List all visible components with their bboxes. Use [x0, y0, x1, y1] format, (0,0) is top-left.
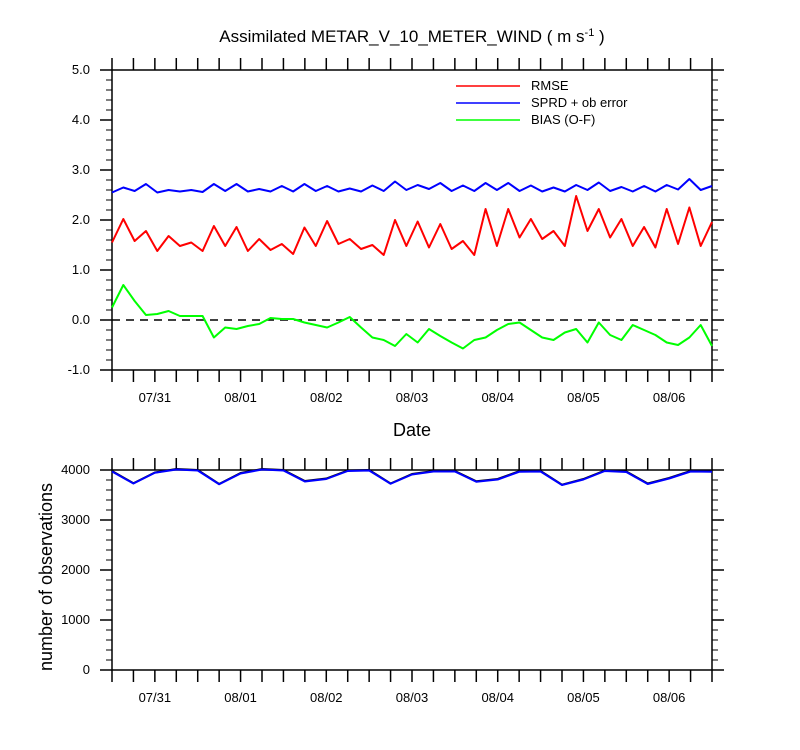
x-tick-label: 08/03 [396, 690, 429, 705]
y-tick-label: -1.0 [68, 362, 90, 377]
x-tick-label: 08/06 [653, 690, 686, 705]
y-tick-label: 3000 [61, 512, 90, 527]
x-tick-label: 07/31 [139, 390, 172, 405]
x-tick-label: 08/04 [481, 690, 514, 705]
top-chart: Assimilated METAR_V_10_METER_WIND ( m s-… [68, 27, 724, 440]
chart-title: Assimilated METAR_V_10_METER_WIND ( m s-… [219, 27, 604, 46]
x-tick-label: 08/02 [310, 690, 343, 705]
top-axes: 07/31 08/01 08/02 08/03 08/04 08/05 08/06 -1.0 0… [68, 58, 724, 405]
y-tick-label: 2000 [61, 562, 90, 577]
x-tick-label: 08/01 [224, 690, 257, 705]
legend-label-0: RMSE [531, 78, 569, 93]
series-rmse [111, 195, 713, 256]
x-tick-label: 08/03 [396, 390, 429, 405]
y-tick-label: 2.0 [72, 212, 90, 227]
bottom-chart: 07/31 08/01 08/02 08/03 08/04 08/05 08/06 0 1000… [36, 458, 724, 705]
bottom-series-group [111, 468, 713, 486]
x-tick-label: 07/31 [139, 690, 172, 705]
y-tick-label: 4.0 [72, 112, 90, 127]
x-tick-label: 08/01 [224, 390, 257, 405]
y-tick-label: 0 [83, 662, 90, 677]
bottom-axes: 07/31 08/01 08/02 08/03 08/04 08/05 08/06 0 1000… [61, 458, 724, 705]
series-bias-o-f [111, 284, 713, 350]
top-series-group [111, 178, 713, 350]
y-tick-label: 3.0 [72, 162, 90, 177]
y-tick-label: 1.0 [72, 262, 90, 277]
legend-label-1: SPRD + ob error [531, 95, 628, 110]
y-tick-label: 0.0 [72, 312, 90, 327]
x-tick-label: 08/05 [567, 390, 600, 405]
x-tick-label: 08/05 [567, 690, 600, 705]
y-tick-label: 1000 [61, 612, 90, 627]
top-legend: RMSE SPRD + ob error BIAS (O-F) [456, 78, 628, 127]
series-line-1 [111, 468, 713, 486]
x-tick-label: 08/02 [310, 390, 343, 405]
bottom-plot-frame [111, 469, 713, 671]
y-tick-label: 4000 [61, 462, 90, 477]
series-sprd-ob-error [111, 178, 713, 194]
y-axis-title-observations: number of observations [36, 483, 56, 671]
x-axis-title: Date [393, 420, 431, 440]
y-tick-label: 5.0 [72, 62, 90, 77]
x-tick-label: 08/04 [481, 390, 514, 405]
legend-label-2: BIAS (O-F) [531, 112, 595, 127]
x-tick-label: 08/06 [653, 390, 686, 405]
